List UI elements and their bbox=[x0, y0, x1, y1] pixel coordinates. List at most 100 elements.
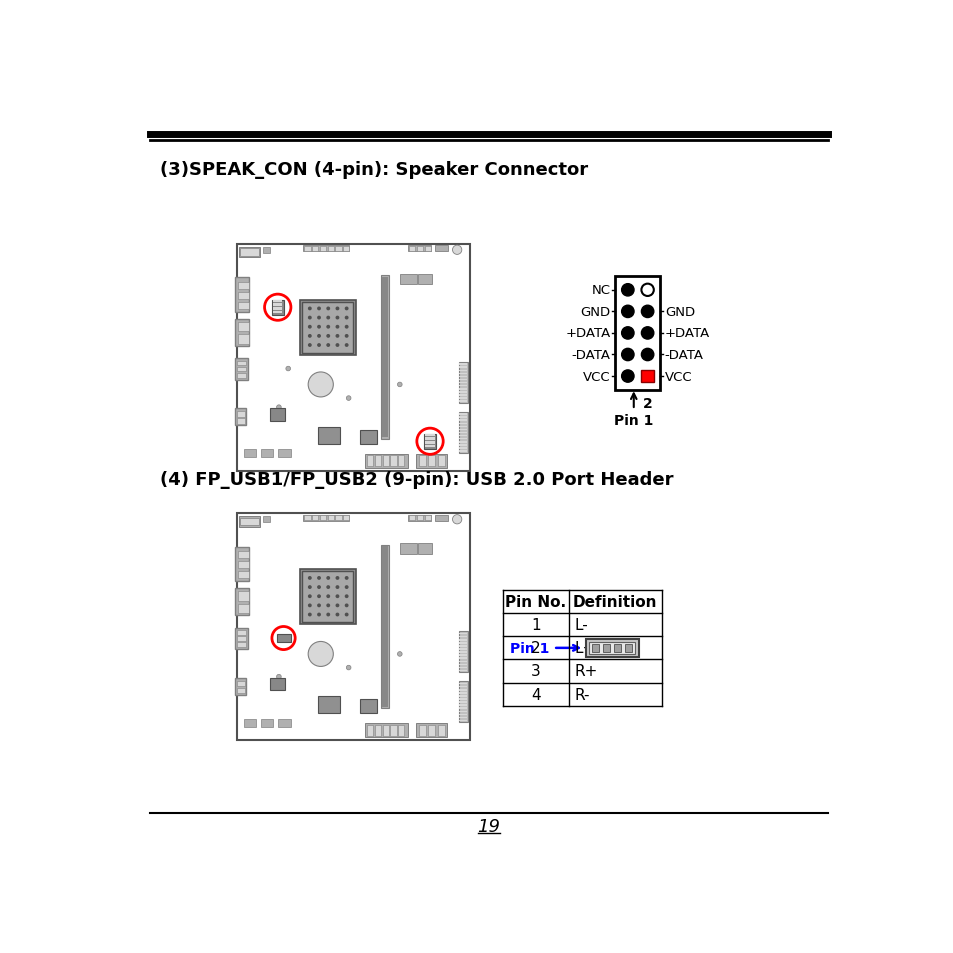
Circle shape bbox=[326, 604, 330, 608]
Bar bbox=[273, 304, 282, 306]
Bar bbox=[459, 655, 467, 657]
Bar bbox=[237, 561, 249, 569]
Bar bbox=[237, 604, 249, 614]
Bar bbox=[459, 423, 467, 425]
Circle shape bbox=[326, 595, 330, 598]
Bar bbox=[459, 374, 467, 375]
Circle shape bbox=[308, 577, 312, 580]
Circle shape bbox=[397, 383, 402, 387]
Bar bbox=[261, 450, 274, 457]
Bar bbox=[273, 308, 282, 310]
Text: -DATA: -DATA bbox=[664, 349, 703, 361]
Circle shape bbox=[344, 316, 348, 320]
Bar bbox=[381, 277, 388, 438]
Circle shape bbox=[640, 349, 653, 361]
Bar bbox=[270, 679, 285, 691]
Bar bbox=[588, 642, 635, 655]
Circle shape bbox=[286, 367, 291, 372]
Circle shape bbox=[316, 307, 320, 311]
Circle shape bbox=[326, 335, 330, 338]
Bar bbox=[303, 516, 349, 521]
Circle shape bbox=[344, 585, 348, 589]
Bar bbox=[278, 450, 291, 457]
Bar bbox=[437, 725, 444, 736]
Circle shape bbox=[344, 326, 348, 330]
Bar bbox=[312, 516, 318, 520]
Bar bbox=[459, 395, 467, 396]
Bar bbox=[459, 426, 467, 428]
Bar bbox=[335, 516, 341, 520]
Bar bbox=[237, 302, 249, 310]
Circle shape bbox=[308, 641, 333, 667]
Text: Pin 1: Pin 1 bbox=[614, 414, 653, 428]
Bar bbox=[418, 725, 426, 736]
Bar bbox=[459, 441, 467, 443]
Bar bbox=[416, 516, 422, 520]
Bar bbox=[343, 516, 349, 520]
Circle shape bbox=[640, 328, 653, 339]
Circle shape bbox=[640, 306, 653, 318]
Circle shape bbox=[335, 604, 339, 608]
Bar bbox=[365, 723, 407, 738]
Text: VCC: VCC bbox=[582, 370, 610, 383]
Bar bbox=[459, 438, 467, 440]
Bar bbox=[365, 455, 407, 468]
Bar bbox=[459, 364, 467, 366]
Bar bbox=[236, 374, 246, 378]
Circle shape bbox=[346, 396, 351, 401]
Text: VCC: VCC bbox=[664, 370, 692, 383]
Bar bbox=[435, 246, 447, 252]
Bar bbox=[237, 323, 249, 332]
Bar bbox=[409, 516, 415, 520]
Bar bbox=[237, 572, 249, 578]
Bar bbox=[236, 631, 246, 635]
Bar bbox=[397, 725, 404, 736]
Bar bbox=[459, 649, 467, 650]
Circle shape bbox=[344, 335, 348, 338]
Bar bbox=[237, 592, 249, 601]
Text: NC: NC bbox=[591, 284, 610, 297]
Bar bbox=[459, 645, 467, 647]
Circle shape bbox=[335, 585, 339, 589]
Bar bbox=[459, 720, 467, 721]
Bar bbox=[423, 434, 436, 450]
Text: 2: 2 bbox=[531, 640, 540, 656]
Circle shape bbox=[326, 585, 330, 589]
Bar bbox=[328, 516, 334, 520]
Bar bbox=[236, 637, 246, 641]
Bar bbox=[399, 274, 416, 285]
Bar bbox=[304, 516, 311, 520]
Bar bbox=[459, 376, 467, 377]
Bar bbox=[312, 247, 318, 252]
Circle shape bbox=[326, 307, 330, 311]
Bar bbox=[602, 644, 609, 652]
Circle shape bbox=[335, 335, 339, 338]
Bar bbox=[319, 516, 326, 520]
Text: Pin 1: Pin 1 bbox=[510, 641, 549, 655]
Bar bbox=[459, 639, 467, 640]
Bar bbox=[459, 379, 467, 381]
Circle shape bbox=[335, 307, 339, 311]
Bar bbox=[624, 644, 631, 652]
Bar bbox=[428, 725, 435, 736]
Bar bbox=[416, 455, 447, 468]
Text: +DATA: +DATA bbox=[565, 327, 610, 340]
Bar bbox=[459, 642, 467, 644]
Bar bbox=[399, 543, 416, 555]
Bar bbox=[459, 397, 467, 399]
Bar bbox=[240, 518, 258, 526]
Bar bbox=[235, 278, 249, 313]
Bar bbox=[459, 401, 467, 402]
Circle shape bbox=[308, 344, 312, 348]
Bar bbox=[459, 658, 467, 659]
Bar bbox=[367, 456, 373, 467]
Bar bbox=[238, 248, 260, 258]
Bar bbox=[236, 419, 245, 424]
Bar bbox=[459, 701, 467, 703]
Text: GND: GND bbox=[664, 306, 694, 318]
Bar bbox=[343, 247, 349, 252]
Text: -DATA: -DATA bbox=[571, 349, 610, 361]
Circle shape bbox=[308, 307, 312, 311]
Bar bbox=[459, 689, 467, 691]
Bar bbox=[302, 572, 353, 622]
